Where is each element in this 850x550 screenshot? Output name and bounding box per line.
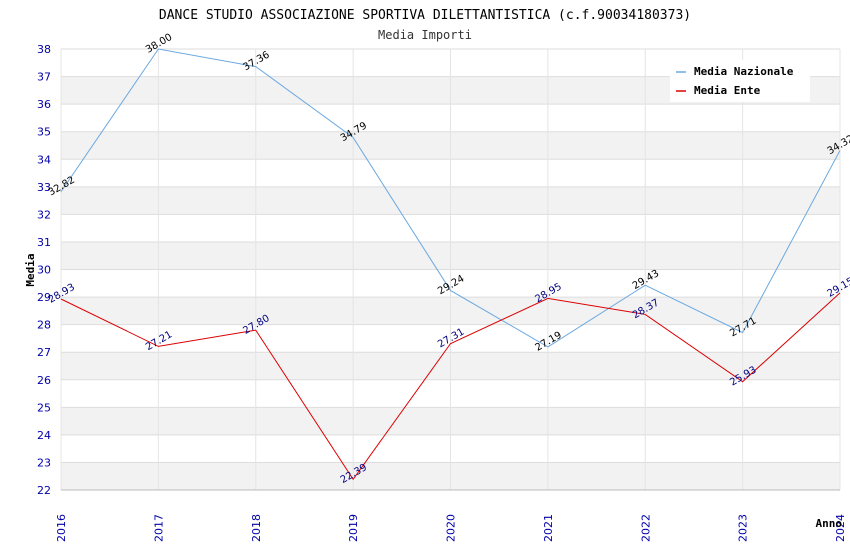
legend-box (670, 60, 810, 102)
data-label: 29.43 (631, 268, 661, 292)
chart-title: DANCE STUDIO ASSOCIAZIONE SPORTIVA DILET… (159, 8, 691, 23)
x-tick-label: 2016 (55, 514, 68, 542)
y-tick-label: 24 (37, 429, 51, 442)
y-tick-label: 35 (37, 126, 51, 139)
data-label: 29.15 (826, 276, 850, 300)
series-lines (60, 48, 841, 481)
legend: Media Nazionale Media Ente (670, 60, 810, 102)
y-tick-label: 22 (37, 484, 51, 497)
y-tick-label: 38 (37, 43, 51, 56)
y-tick-label: 32 (37, 208, 51, 221)
x-tick-label: 2023 (737, 514, 750, 542)
x-tick-label: 2020 (445, 514, 458, 542)
y-tick-label: 33 (37, 181, 51, 194)
data-label: 27.31 (436, 327, 466, 351)
y-tick-label: 31 (37, 236, 51, 249)
y-tick-label: 29 (37, 291, 51, 304)
x-tick-label: 2022 (639, 514, 652, 542)
y-tick-label: 27 (37, 346, 51, 359)
data-label: 38.00 (144, 32, 174, 56)
series-line-media-nazionale (60, 48, 841, 348)
x-tick-label: 2017 (152, 514, 165, 542)
y-tick-label: 26 (37, 374, 51, 387)
y-tick-label: 23 (37, 456, 51, 469)
y-axis-label: Media (24, 253, 37, 286)
y-tick-label: 34 (37, 153, 51, 166)
data-label: 37.36 (241, 50, 271, 74)
y-tick-label: 25 (37, 401, 51, 414)
x-tick-label: 2019 (347, 514, 360, 542)
y-tick-label: 36 (37, 98, 51, 111)
y-tick-labels: 22 23 24 25 26 27 28 29 30 31 32 33 34 35 36 37 38 (37, 43, 51, 497)
x-tick-labels: 2016 2017 2018 2019 2020 2021 2022 2023 2024 (55, 514, 847, 542)
y-tick-label: 37 (37, 71, 51, 84)
chart-subtitle: Media Importi (378, 28, 472, 42)
data-label: 29.24 (436, 273, 466, 297)
series-line-media-ente (60, 292, 841, 481)
legend-label-media-ente: Media Ente (694, 84, 761, 97)
x-tick-label: 2021 (542, 514, 555, 542)
data-label: 27.19 (533, 330, 563, 354)
legend-label-media-nazionale: Media Nazionale (694, 65, 794, 78)
x-axis-label: Anno (816, 517, 843, 530)
y-tick-label: 30 (37, 264, 51, 277)
data-label: 27.21 (144, 329, 174, 353)
y-tick-label: 28 (37, 319, 51, 332)
x-tick-label: 2018 (250, 514, 263, 542)
x-tick-label: 2024 (834, 514, 847, 542)
